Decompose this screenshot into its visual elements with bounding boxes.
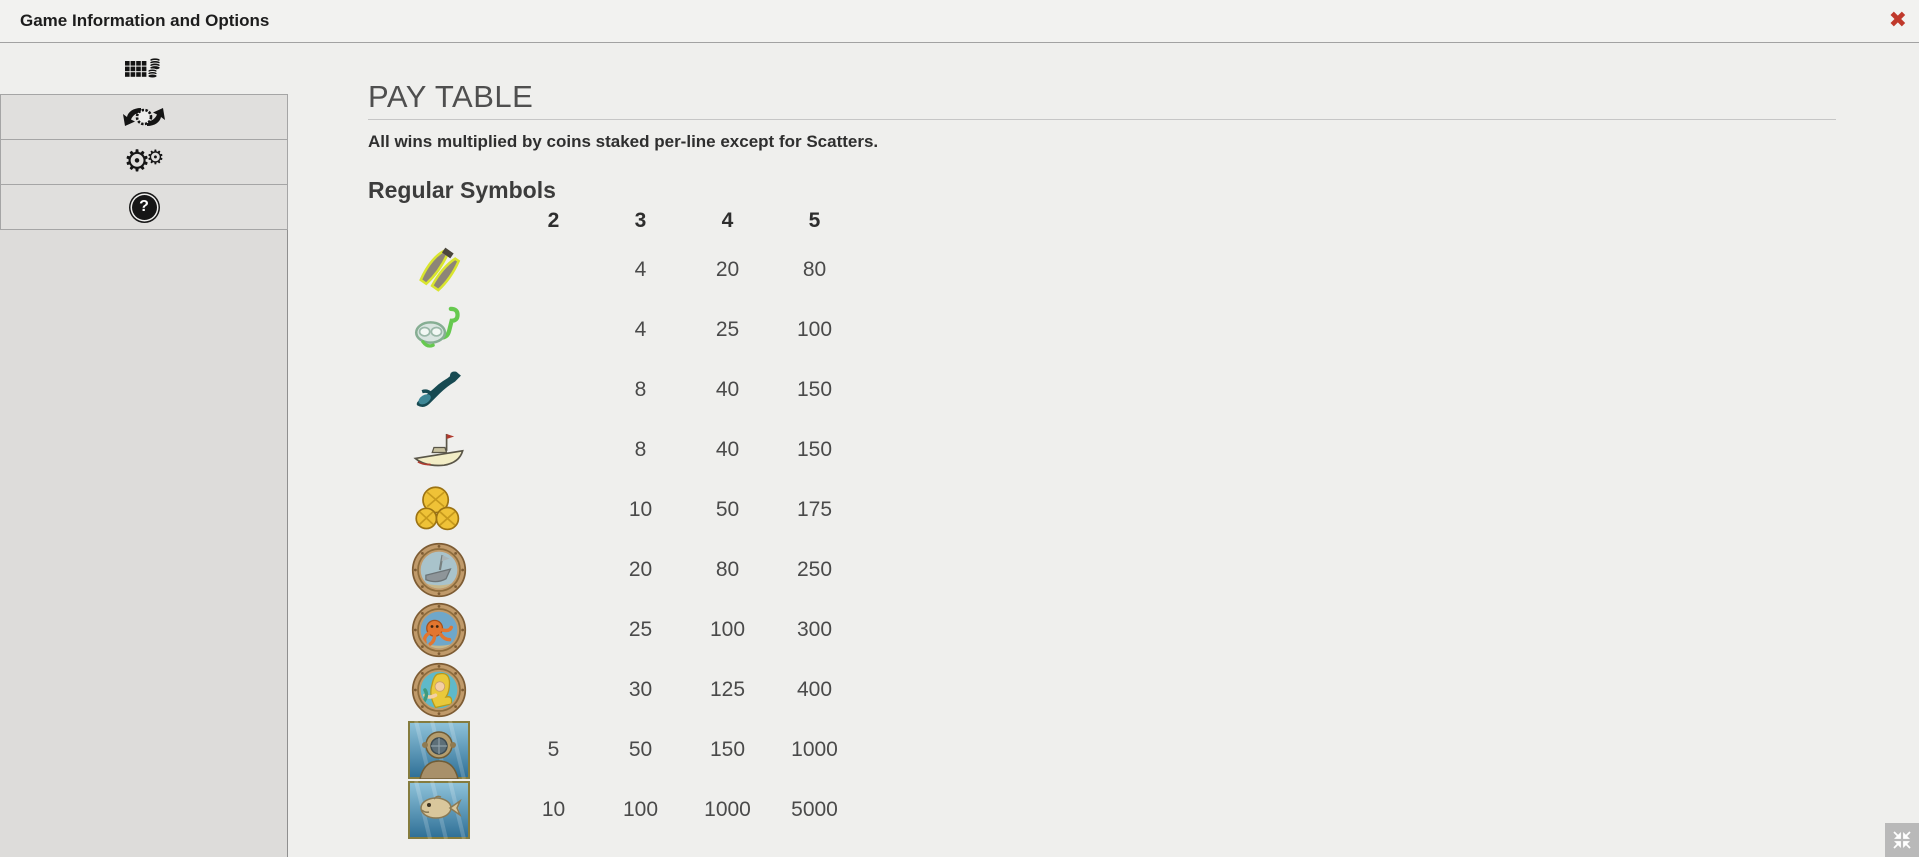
- pay-value: 80: [715, 558, 740, 581]
- symbol-porthole-octopus: [368, 602, 510, 658]
- table-row: 10 100 1000 5000: [368, 780, 1919, 840]
- pay-value: 100: [622, 798, 659, 821]
- diving-fins-image: [419, 247, 461, 292]
- sidebar-item-help[interactable]: ?: [0, 184, 288, 230]
- table-row: 4 20 80: [368, 240, 1919, 300]
- column-header-2: 2: [547, 209, 560, 232]
- symbol-boat: [368, 423, 510, 477]
- paytable-grid-coins-icon: [125, 56, 161, 78]
- pay-value: 125: [709, 678, 746, 701]
- page-title: PAY TABLE: [368, 79, 534, 114]
- pay-value: 400: [796, 678, 833, 701]
- boat-image: [413, 433, 464, 467]
- pay-value: 250: [796, 558, 833, 581]
- pay-value: 10: [541, 798, 566, 821]
- bottom-strip: [0, 857, 1919, 863]
- pay-value: 4: [634, 318, 647, 341]
- pay-value: 10: [628, 498, 653, 521]
- mask-snorkel-image: [414, 306, 460, 348]
- table-row: 8 40 150: [368, 420, 1919, 480]
- pay-value: 1000: [791, 738, 838, 761]
- collapse-arrows-icon: [1893, 831, 1911, 849]
- pay-value: 4: [634, 258, 647, 281]
- table-row: 20 80 250: [368, 540, 1919, 600]
- pay-value: 175: [796, 498, 833, 521]
- pay-value: 80: [802, 258, 827, 281]
- spin-arrows-coin-icon: [123, 108, 165, 126]
- pay-value: 100: [709, 618, 746, 641]
- sidebar-item-settings[interactable]: ⚙ ⚙: [0, 139, 288, 185]
- pay-value: 25: [628, 618, 653, 641]
- window-title: Game Information and Options: [20, 11, 270, 30]
- pay-value: 20: [628, 558, 653, 581]
- scuba-diver-image: [416, 371, 461, 407]
- column-header-5: 5: [808, 209, 821, 232]
- pay-value: 150: [709, 738, 746, 761]
- pay-value: 30: [628, 678, 653, 701]
- pay-value: 50: [628, 738, 653, 761]
- title-bar: Game Information and Options ✖: [0, 0, 1919, 43]
- sidebar-panel: [0, 230, 288, 857]
- symbol-porthole-mermaid: [368, 662, 510, 718]
- gears-icon: ⚙ ⚙: [123, 145, 165, 178]
- table-row: 30 125 400: [368, 660, 1919, 720]
- table-row: 5 50 150 1000: [368, 720, 1919, 780]
- table-header-row: 2 3 4 5: [368, 202, 1919, 240]
- pay-value: 25: [715, 318, 740, 341]
- porthole-shipwreck-image: [411, 542, 467, 598]
- pay-value: 5000: [791, 798, 838, 821]
- paytable-note: All wins multiplied by coins staked per-…: [368, 132, 879, 151]
- symbol-diving-fins: [368, 243, 510, 297]
- table-row: 8 40 150: [368, 360, 1919, 420]
- sidebar-item-paytable[interactable]: [0, 43, 288, 95]
- sidebar: ⚙ ⚙ ?: [0, 43, 288, 857]
- table-row: 4 25 100: [368, 300, 1919, 360]
- pay-value: 8: [634, 438, 647, 461]
- symbol-porthole-shipwreck: [368, 542, 510, 598]
- symbol-diver-helmet-tile: [368, 721, 510, 779]
- symbol-mask-and-snorkel: [368, 303, 510, 357]
- gold-coins-image: [415, 486, 460, 531]
- paytable-grid: 2 3 4 5: [368, 202, 1919, 840]
- close-icon[interactable]: ✖: [1888, 7, 1907, 32]
- pay-value: 40: [715, 378, 740, 401]
- pay-value: 300: [796, 618, 833, 641]
- table-row: 10 50 175: [368, 480, 1919, 540]
- title-divider: [368, 119, 1836, 120]
- pay-value: 20: [715, 258, 740, 281]
- help-icon: ?: [131, 194, 157, 220]
- column-header-4: 4: [721, 209, 734, 232]
- diver-helmet-tile-image: [408, 721, 470, 779]
- pay-value: 50: [715, 498, 740, 521]
- pay-value: 5: [547, 738, 560, 761]
- fish-tile-image: [408, 781, 470, 839]
- symbol-fish-tile: [368, 781, 510, 839]
- pay-value: 8: [634, 378, 647, 401]
- paytable-page: PAY TABLE All wins multiplied by coins s…: [288, 43, 1919, 857]
- symbol-scuba-diver: [368, 363, 510, 417]
- collapse-button[interactable]: [1885, 823, 1919, 857]
- sidebar-item-spin-options[interactable]: [0, 94, 288, 140]
- pay-value: 100: [796, 318, 833, 341]
- pay-value: 150: [796, 438, 833, 461]
- table-row: 25 100 300: [368, 600, 1919, 660]
- pay-value: 1000: [704, 798, 751, 821]
- pay-value: 150: [796, 378, 833, 401]
- pay-value: 40: [715, 438, 740, 461]
- porthole-mermaid-image: [411, 662, 467, 718]
- column-header-3: 3: [634, 209, 647, 232]
- symbol-gold-coins: [368, 483, 510, 537]
- porthole-octopus-image: [411, 602, 467, 658]
- regular-symbols-heading: Regular Symbols: [368, 177, 556, 203]
